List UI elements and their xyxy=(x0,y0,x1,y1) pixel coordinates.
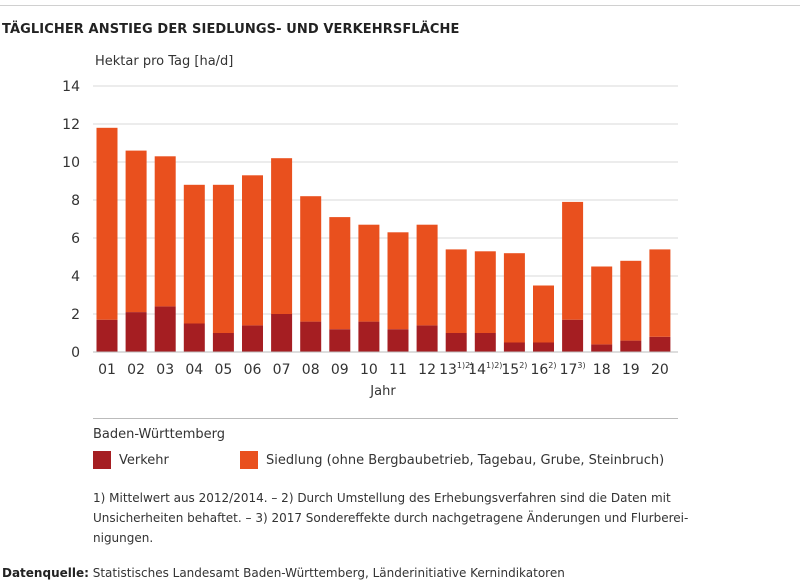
chart-title: TÄGLICHER ANSTIEG DER SIEDLUNGS- UND VER… xyxy=(2,22,460,37)
bar-verkehr-03 xyxy=(154,306,176,352)
y-tick-label-4: 4 xyxy=(71,269,80,285)
x-tick-label-19: 19 xyxy=(622,362,640,378)
y-axis-label: Hektar pro Tag [ha/d] xyxy=(95,54,234,69)
footnote-line-2: Unsicherheiten behaftet. – 3) 2017 Sonde… xyxy=(93,511,689,525)
y-tick-label-10: 10 xyxy=(62,155,80,171)
y-tick-label-0: 0 xyxy=(71,345,80,361)
bar-verkehr-18 xyxy=(591,344,613,352)
bar-verkehr-11 xyxy=(387,329,409,352)
x-tick-label-15: 152) xyxy=(501,361,527,378)
bar-verkehr-15 xyxy=(503,342,525,352)
top-rule xyxy=(0,5,800,6)
x-tick-label-13: 131)2) xyxy=(439,361,473,378)
bar-siedlung-06 xyxy=(242,175,263,326)
bar-siedlung-14 xyxy=(474,251,496,333)
bar-verkehr-20 xyxy=(649,336,671,352)
bar-verkehr-09 xyxy=(329,329,351,352)
y-tick-label-6: 6 xyxy=(71,231,80,247)
legend-item-verkehr: Verkehr xyxy=(93,451,169,469)
bar-siedlung-12 xyxy=(416,224,438,326)
bar-siedlung-13 xyxy=(445,249,467,333)
x-tick-label-01: 01 xyxy=(98,362,116,378)
bar-verkehr-08 xyxy=(300,321,322,352)
bar-siedlung-05 xyxy=(212,184,234,333)
bar-verkehr-05 xyxy=(212,333,234,352)
bar-siedlung-04 xyxy=(183,184,205,324)
x-tick-label-05: 05 xyxy=(214,362,232,378)
bar-siedlung-15 xyxy=(503,253,525,343)
legend-label-verkehr: Verkehr xyxy=(119,452,169,468)
bar-verkehr-10 xyxy=(358,321,380,352)
y-tick-label-2: 2 xyxy=(71,307,80,323)
bar-siedlung-20 xyxy=(649,249,671,337)
footnote: 1) Mittelwert aus 2012/2014. – 2) Durch … xyxy=(93,488,693,548)
x-tick-label-04: 04 xyxy=(185,362,203,378)
x-tick-label-12: 12 xyxy=(418,362,436,378)
x-tick-label-08: 08 xyxy=(302,362,320,378)
bar-siedlung-02 xyxy=(125,150,147,313)
bar-verkehr-01 xyxy=(96,319,118,352)
bar-verkehr-16 xyxy=(533,342,554,352)
legend-item-siedlung: Siedlung (ohne Bergbaubetrieb, Tagebau, … xyxy=(240,451,664,469)
bar-verkehr-19 xyxy=(620,340,642,352)
x-tick-label-11: 11 xyxy=(389,362,407,378)
bar-verkehr-12 xyxy=(416,325,438,352)
y-tick-label-14: 14 xyxy=(62,79,80,95)
x-axis-label: Jahr xyxy=(369,384,396,399)
bar-verkehr-13 xyxy=(445,333,467,352)
bar-siedlung-16 xyxy=(533,285,554,343)
x-tick-label-17: 173) xyxy=(560,361,586,378)
bar-siedlung-03 xyxy=(154,156,176,307)
x-tick-label-10: 10 xyxy=(360,362,378,378)
bar-verkehr-06 xyxy=(242,325,263,352)
y-tick-label-12: 12 xyxy=(62,117,80,133)
bar-siedlung-07 xyxy=(271,158,293,314)
bar-siedlung-19 xyxy=(620,260,642,341)
bar-verkehr-04 xyxy=(183,323,205,352)
x-tick-label-07: 07 xyxy=(273,362,291,378)
x-tick-label-18: 18 xyxy=(593,362,611,378)
legend-swatch-verkehr xyxy=(93,451,111,469)
legend-region-label: Baden-Württemberg xyxy=(93,427,225,442)
bar-siedlung-17 xyxy=(562,201,584,320)
bar-verkehr-02 xyxy=(125,312,147,352)
bar-verkehr-17 xyxy=(562,319,584,352)
x-tick-label-06: 06 xyxy=(244,362,262,378)
x-tick-label-16: 162) xyxy=(530,361,556,378)
bar-verkehr-14 xyxy=(474,333,496,352)
data-source-text: Statistisches Landesamt Baden-Württember… xyxy=(88,566,565,580)
bar-verkehr-07 xyxy=(271,314,293,352)
data-source: Datenquelle: Statistisches Landesamt Bad… xyxy=(2,566,565,580)
x-tick-label-02: 02 xyxy=(127,362,145,378)
x-tick-label-09: 09 xyxy=(331,362,349,378)
x-tick-label-14: 141)2) xyxy=(468,361,502,378)
x-tick-label-03: 03 xyxy=(156,362,174,378)
data-source-label: Datenquelle: xyxy=(2,566,89,580)
legend-label-siedlung: Siedlung (ohne Bergbaubetrieb, Tagebau, … xyxy=(266,452,665,468)
bar-siedlung-09 xyxy=(329,217,351,330)
bar-siedlung-08 xyxy=(300,196,322,322)
footnote-line-1: 1) Mittelwert aus 2012/2014. – 2) Durch … xyxy=(93,491,671,505)
bar-siedlung-10 xyxy=(358,224,380,322)
bar-siedlung-18 xyxy=(591,266,613,345)
legend-separator xyxy=(93,418,678,419)
legend-swatch-siedlung xyxy=(240,451,258,469)
footnote-line-3: nigungen. xyxy=(93,531,154,545)
bar-siedlung-11 xyxy=(387,232,409,330)
bar-siedlung-01 xyxy=(96,127,118,320)
y-tick-label-8: 8 xyxy=(71,193,80,209)
x-tick-label-20: 20 xyxy=(651,362,669,378)
